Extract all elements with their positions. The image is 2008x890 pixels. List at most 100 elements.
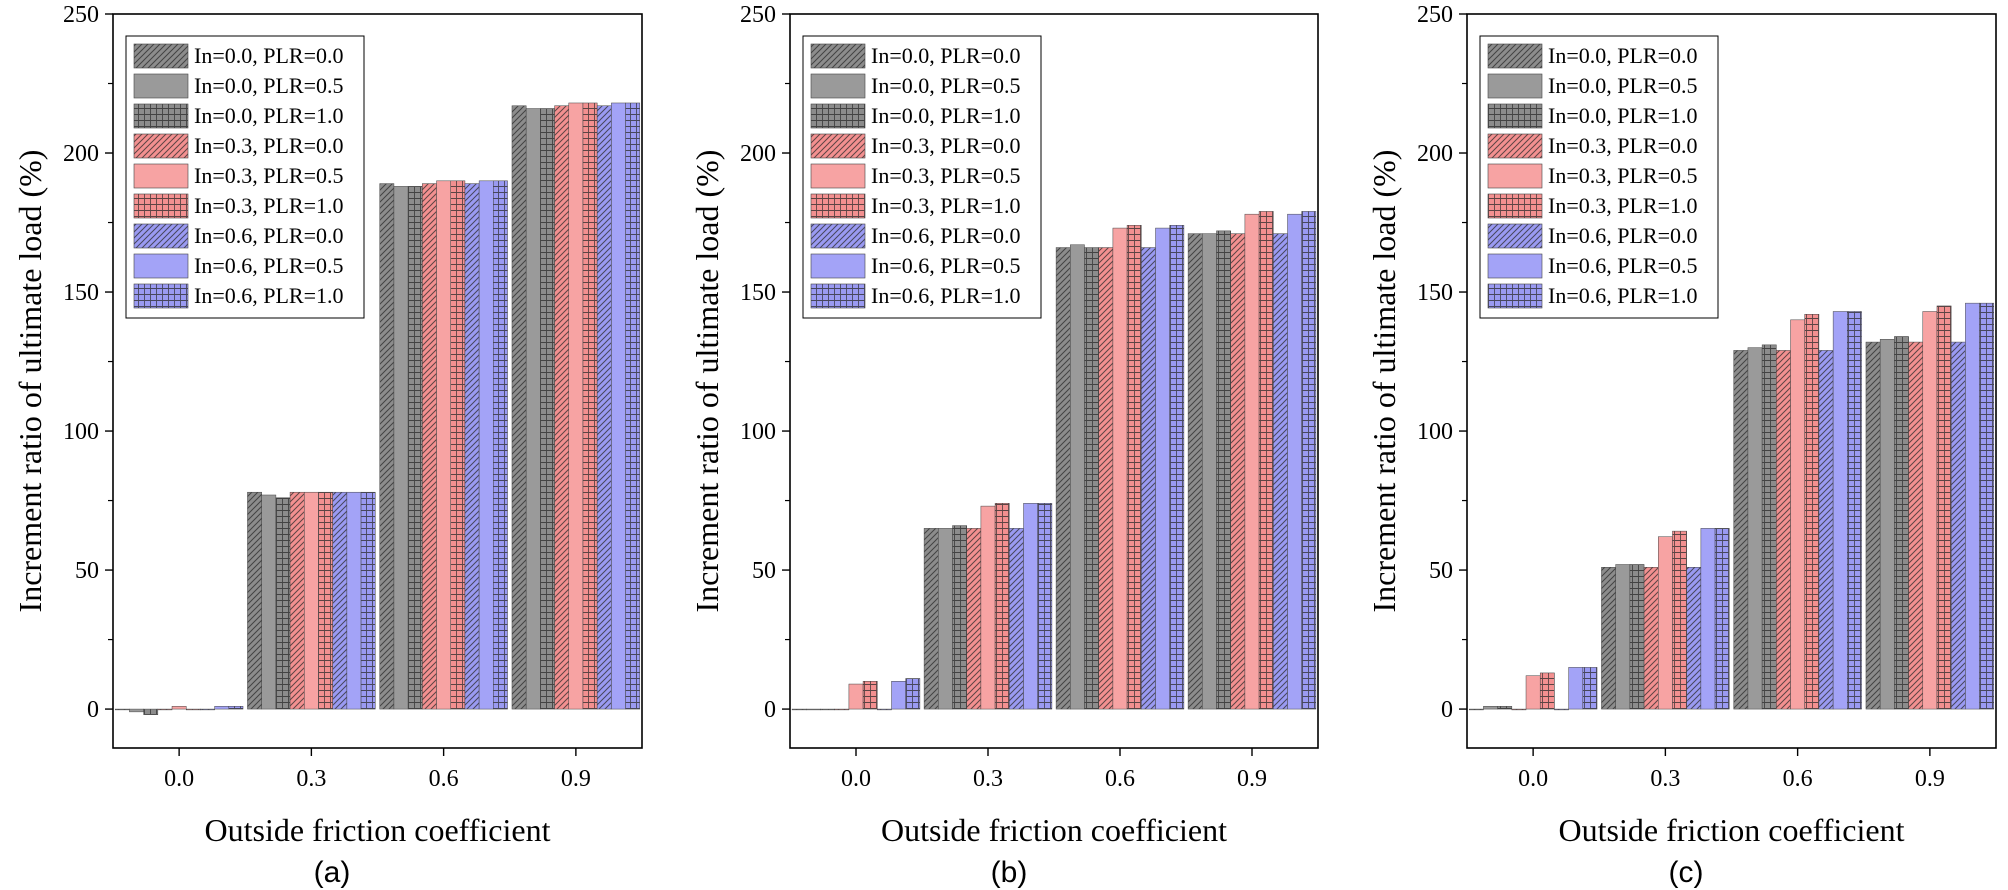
bar [1879,339,1895,710]
x-axis-label: Outside friction coefficient [1559,812,1905,848]
bar [862,681,878,710]
panel-label: (b) [991,856,1028,889]
x-tick-label: 0.9 [561,766,591,792]
x-tick-label: 0.9 [1915,766,1945,792]
legend-entry: In=0.0, PLR=0.0 [871,43,1021,68]
legend-swatch [133,163,189,189]
bar [1922,311,1938,710]
y-tick-label: 150 [1417,280,1453,306]
bar [1554,708,1569,711]
bar [1832,311,1848,710]
legend-swatch [1487,43,1543,69]
bar [1672,530,1687,710]
bar [1511,708,1527,711]
bar [525,108,541,710]
y-tick-label: 150 [63,280,99,306]
bar [407,186,423,710]
bar [1216,230,1231,710]
bar [1126,225,1142,710]
plot-frame [1466,13,1997,749]
legend-entry: In=0.6, PLR=0.0 [1548,223,1698,248]
legend-swatch [810,283,866,309]
y-tick-label: 250 [63,2,99,28]
y-tick-label: 200 [63,141,99,167]
y-tick-label: 200 [740,141,776,167]
y-tick-label: 50 [75,558,99,584]
bar [171,706,187,710]
y-axis-label: Increment ratio of ultimate load (%) [12,150,48,613]
legend-entry: In=0.0, PLR=1.0 [194,103,344,128]
legend-entry: In=0.6, PLR=1.0 [1548,283,1698,308]
bar [346,491,362,710]
bar [938,528,953,710]
bar [1658,536,1673,710]
bar [1009,528,1024,710]
legend-swatch [810,73,866,99]
bar [834,708,850,711]
legend-swatch [133,133,189,159]
bar [1804,314,1820,710]
bar [1273,233,1288,710]
bar [275,497,291,710]
legend-swatch [1487,283,1543,309]
x-tick-label: 0.3 [296,766,326,792]
bar [332,491,348,710]
bar [1950,341,1966,710]
x-tick-label: 0.6 [1105,766,1135,792]
legend-swatch [810,133,866,159]
bar [966,528,982,710]
bar [1908,341,1924,710]
legend-entry: In=0.0, PLR=0.0 [1548,43,1698,68]
bar [478,180,494,710]
legend: In=0.0, PLR=0.0 In=0.0, PLR=0.5 In=0.0, PL… [1479,35,1719,319]
bar [1629,564,1645,710]
legend: In=0.0, PLR=0.0 In=0.0, PLR=0.5 In=0.0, PL… [802,35,1042,319]
bar [1112,227,1128,710]
bar [1568,667,1584,710]
bar [1686,567,1702,710]
legend-entry: In=0.0, PLR=1.0 [1548,103,1698,128]
bar [450,180,466,710]
legend-swatch [133,103,189,129]
bar [304,491,319,710]
legend-swatch [133,283,189,309]
bar [1733,350,1749,710]
legend-swatch [1487,163,1543,189]
legend-swatch [810,163,866,189]
bar [568,102,584,710]
bar [1141,247,1156,710]
bar [1468,708,1484,711]
legend-entry: In=0.3, PLR=1.0 [194,193,344,218]
legend-entry: In=0.0, PLR=0.5 [1548,73,1698,98]
bar [436,180,451,710]
bar [1244,213,1260,710]
bar [820,708,835,711]
y-tick-label: 200 [1417,141,1453,167]
bar [1965,302,1980,710]
bar [1865,341,1881,710]
bar [596,105,612,710]
y-tick-label: 250 [1417,2,1453,28]
bar [1776,350,1791,710]
y-tick-label: 250 [740,2,776,28]
legend-swatch [810,193,866,219]
bar [540,108,555,710]
x-tick-label: 0.0 [841,766,871,792]
x-tick-label: 0.0 [164,766,194,792]
bar [379,183,395,710]
plot-frame [112,13,643,749]
bar [1714,528,1730,710]
bar [980,505,996,710]
legend-entry: In=0.3, PLR=0.0 [194,133,344,158]
bar [1847,311,1862,710]
bar [261,494,277,710]
bar [143,708,159,715]
bar [185,708,201,711]
legend-entry: In=0.3, PLR=0.5 [871,163,1021,188]
legend-swatch [1487,73,1543,99]
bar [1187,233,1203,710]
y-tick-label: 0 [764,697,776,723]
bar [891,681,906,710]
legend-entry: In=0.6, PLR=0.0 [871,223,1021,248]
bar [1615,564,1631,710]
